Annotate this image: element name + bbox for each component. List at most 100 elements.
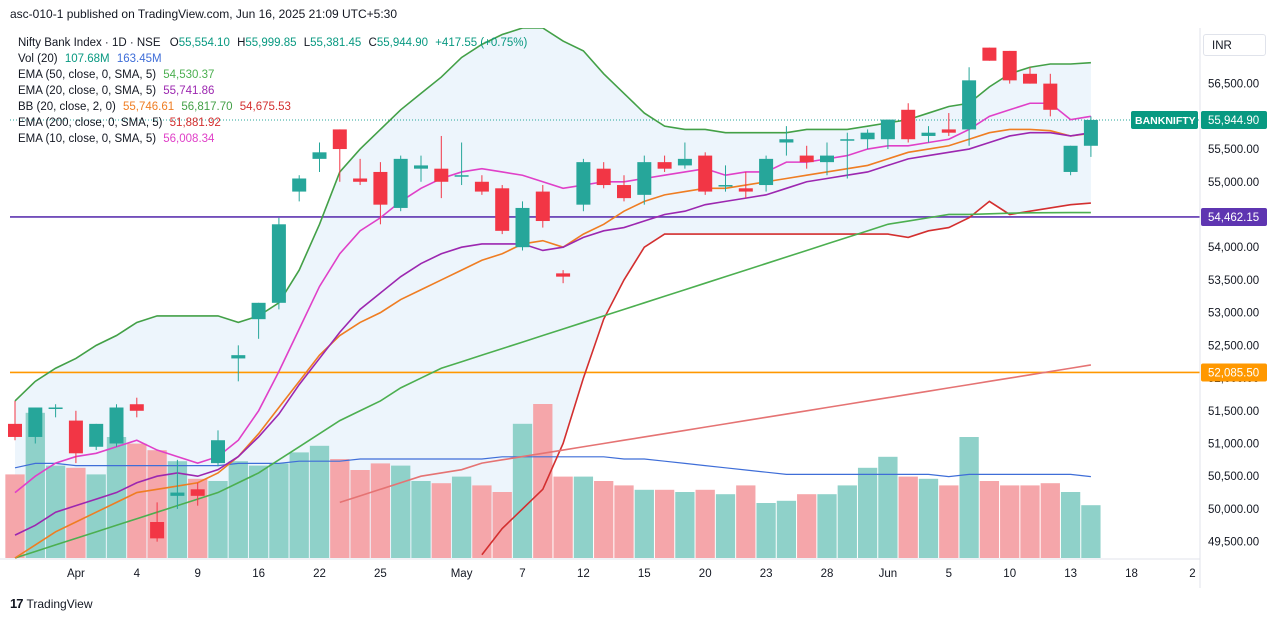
candle-body[interactable]	[799, 155, 814, 163]
candle-body[interactable]	[596, 168, 611, 186]
candle-body[interactable]	[170, 492, 185, 496]
price-axis-tick-label: 55,000.00	[1208, 177, 1259, 189]
candle-body[interactable]	[68, 420, 83, 454]
candle-body[interactable]	[454, 175, 469, 177]
volume-bar	[695, 489, 715, 558]
candle-body[interactable]	[474, 181, 489, 192]
ema50-value: 54,530.37	[163, 69, 215, 81]
time-axis-tick-label: May	[451, 568, 473, 580]
volume-bar	[533, 404, 553, 558]
candle-body[interactable]	[535, 191, 550, 222]
volume-bar	[248, 465, 269, 558]
time-axis-tick-label: 18	[1125, 568, 1138, 580]
candle-body[interactable]	[129, 404, 144, 411]
candle-body[interactable]	[759, 158, 774, 186]
chart-area[interactable]: 49,500.00 50,000.00 50,500.00 51,000.00 51,5…	[0, 28, 1281, 588]
candle-body[interactable]	[880, 119, 895, 140]
legend-ema200-row[interactable]: EMA (200, close, 0, SMA, 5) 51,881.92	[18, 115, 527, 131]
candle-body[interactable]	[576, 162, 591, 205]
candle-body[interactable]	[332, 129, 347, 150]
candle-body[interactable]	[373, 171, 388, 205]
legend-bb-row[interactable]: BB (20, close, 2, 0) 55,746.61 56,817.70…	[18, 99, 527, 115]
last-price-label: 55,944.90	[1208, 115, 1259, 127]
volume-bar	[594, 481, 614, 558]
candle-body[interactable]	[617, 185, 631, 199]
candle-body[interactable]	[1023, 73, 1037, 84]
price-chart[interactable]: 49,500.00 50,000.00 50,500.00 51,000.00 51,5…	[0, 28, 1281, 588]
candle-body[interactable]	[941, 129, 956, 133]
volume-bar	[797, 494, 817, 558]
publish-header: asc-010-1 published on TradingView.com, …	[10, 7, 398, 21]
candle-body[interactable]	[190, 489, 205, 496]
currency-button[interactable]: INR	[1203, 34, 1266, 56]
volume-bar	[918, 478, 939, 558]
candle-body[interactable]	[718, 185, 733, 187]
volume-bar	[1000, 485, 1020, 558]
symbol-tag-label: BANKNIFTY	[1135, 115, 1196, 127]
candle-body[interactable]	[962, 80, 977, 130]
candle-body[interactable]	[860, 132, 875, 140]
candle-body[interactable]	[414, 165, 428, 169]
close-value: 55,944.90	[376, 37, 429, 49]
price-axis-tick-label: 50,000.00	[1208, 504, 1259, 516]
symbol-title[interactable]: Nifty Bank Index · 1D · NSE	[18, 37, 161, 49]
volume-bar	[289, 452, 309, 558]
candle-body[interactable]	[292, 178, 307, 192]
high-label: H	[237, 37, 246, 49]
candle-body[interactable]	[495, 188, 510, 231]
candle-body[interactable]	[1063, 145, 1078, 172]
volume-bar	[370, 463, 391, 558]
candle-body[interactable]	[556, 273, 571, 277]
candle-body[interactable]	[779, 139, 794, 143]
candle-body[interactable]	[271, 224, 286, 303]
candle-body[interactable]	[982, 47, 997, 61]
candle-body[interactable]	[738, 188, 753, 192]
candle-body[interactable]	[312, 152, 327, 159]
candle-body[interactable]	[393, 158, 408, 208]
candle-body[interactable]	[637, 162, 652, 195]
volume-bar	[512, 423, 533, 558]
candle-body[interactable]	[8, 423, 22, 437]
time-axis-tick-label: Apr	[67, 568, 85, 580]
candle-body[interactable]	[820, 155, 834, 163]
candle-body[interactable]	[901, 109, 916, 140]
volume-bar	[309, 445, 330, 558]
candle-body[interactable]	[840, 139, 855, 141]
candle-body[interactable]	[353, 178, 368, 182]
legend-ema20-row[interactable]: EMA (20, close, 0, SMA, 5) 55,741.86	[18, 83, 527, 99]
time-axis-tick-label: 20	[699, 568, 712, 580]
symbol-tag	[1131, 110, 1198, 129]
legend-ema50-row[interactable]: EMA (50, close, 0, SMA, 5) 54,530.37	[18, 67, 527, 83]
candle-body[interactable]	[677, 158, 692, 166]
volume-bar	[228, 461, 248, 558]
candle-body[interactable]	[109, 407, 124, 444]
volume-bar	[898, 476, 918, 558]
legend-ema10-row[interactable]: EMA (10, close, 0, SMA, 5) 56,008.34	[18, 131, 527, 147]
candle-body[interactable]	[921, 132, 936, 136]
price-axis-tick-label: 54,000.00	[1208, 242, 1259, 254]
candle-body[interactable]	[89, 423, 104, 447]
level-price-tag	[1201, 363, 1267, 382]
candle-body[interactable]	[231, 355, 246, 359]
low-label: L	[303, 37, 311, 49]
volume-bar	[1040, 483, 1060, 558]
level-price-label: 52,085.50	[1208, 367, 1259, 379]
candle-body[interactable]	[657, 162, 672, 169]
candle-body[interactable]	[434, 168, 449, 182]
candle-body[interactable]	[1043, 83, 1058, 110]
candle-body[interactable]	[48, 407, 63, 410]
candle-body[interactable]	[698, 155, 713, 192]
price-axis-tick-label: 51,500.00	[1208, 406, 1259, 418]
ema50-line	[14, 211, 1091, 559]
change-value: +417.55 (+0.75%)	[435, 37, 528, 49]
legend-vol-row[interactable]: Vol (20) 107.68M 163.45M	[18, 51, 527, 67]
candle-body[interactable]	[251, 302, 266, 320]
candle-body[interactable]	[515, 207, 530, 248]
candle-body[interactable]	[1002, 50, 1017, 81]
time-axis-tick-label: 16	[252, 568, 265, 580]
candle-body[interactable]	[28, 407, 43, 437]
time-axis-tick-label: 2	[1189, 568, 1195, 580]
candle-body[interactable]	[150, 522, 165, 539]
candle-body[interactable]	[1083, 119, 1098, 146]
candle-body[interactable]	[211, 440, 225, 464]
